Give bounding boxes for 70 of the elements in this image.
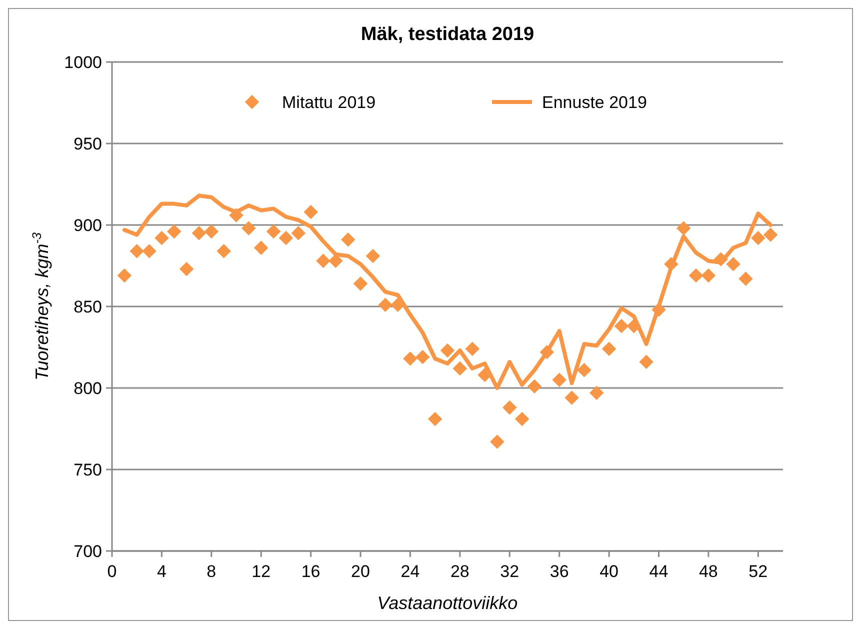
point [614,318,629,334]
point [266,224,281,239]
point [378,298,393,312]
point [154,230,169,246]
x-tick-label: 40 [600,562,618,581]
point [564,390,579,405]
x-tick-label: 0 [107,562,117,581]
point [552,372,566,387]
x-tick-label: 8 [206,562,216,581]
x-tick-label: 36 [550,562,569,581]
point [204,224,219,239]
y-tick-label: 950 [74,134,102,154]
point [179,262,194,276]
y-tick-label: 900 [74,216,102,235]
point [701,268,716,283]
x-tick-label: 20 [351,562,370,581]
point [254,240,268,255]
point [490,434,504,449]
point [738,272,753,286]
point [142,244,156,258]
legend-label: Mitattu 2019 [282,92,376,112]
x-tick-label: 12 [252,562,271,581]
x-tick-label: 28 [450,562,470,581]
y-tick-label: 800 [74,378,102,398]
point [291,226,306,240]
point [216,244,231,258]
point [577,362,592,378]
point [416,350,430,364]
point [428,412,442,426]
point [403,352,418,366]
point [440,343,455,358]
x-tick-label: 32 [500,562,520,581]
x-tick-label: 4 [156,562,166,581]
point [688,268,704,283]
point [130,244,144,258]
x-tick-label: 44 [649,562,668,581]
point [304,204,318,220]
x-tick-label: 16 [301,562,320,581]
point [340,232,356,247]
point [602,342,616,356]
point [117,268,132,283]
point [502,400,517,415]
point [465,342,480,356]
point [316,254,330,268]
y-tick-label: 1000 [64,52,102,72]
point [676,221,691,236]
point [242,221,256,236]
point [192,226,206,240]
point [353,276,368,291]
point [452,361,468,376]
point [751,230,766,246]
point [639,354,654,370]
y-tick-label: 700 [74,542,102,561]
point [589,386,604,400]
point [763,228,778,242]
chart-title: Mäk, testidata 2019 [360,24,534,45]
x-tick-label: 24 [400,562,420,581]
point [328,254,343,268]
y-tick-label: 850 [74,297,102,316]
point [166,224,182,239]
point [514,412,530,426]
x-tick-label: 48 [698,562,718,581]
point [366,248,380,264]
y-tick-label: 750 [74,460,102,480]
x-tick-label: 52 [748,562,768,581]
legend-label: Ennuste 2019 [542,92,647,112]
point [527,379,542,394]
point [278,230,294,246]
point [726,256,740,272]
x-axis-title: Vastaanottoviikko [377,593,518,613]
